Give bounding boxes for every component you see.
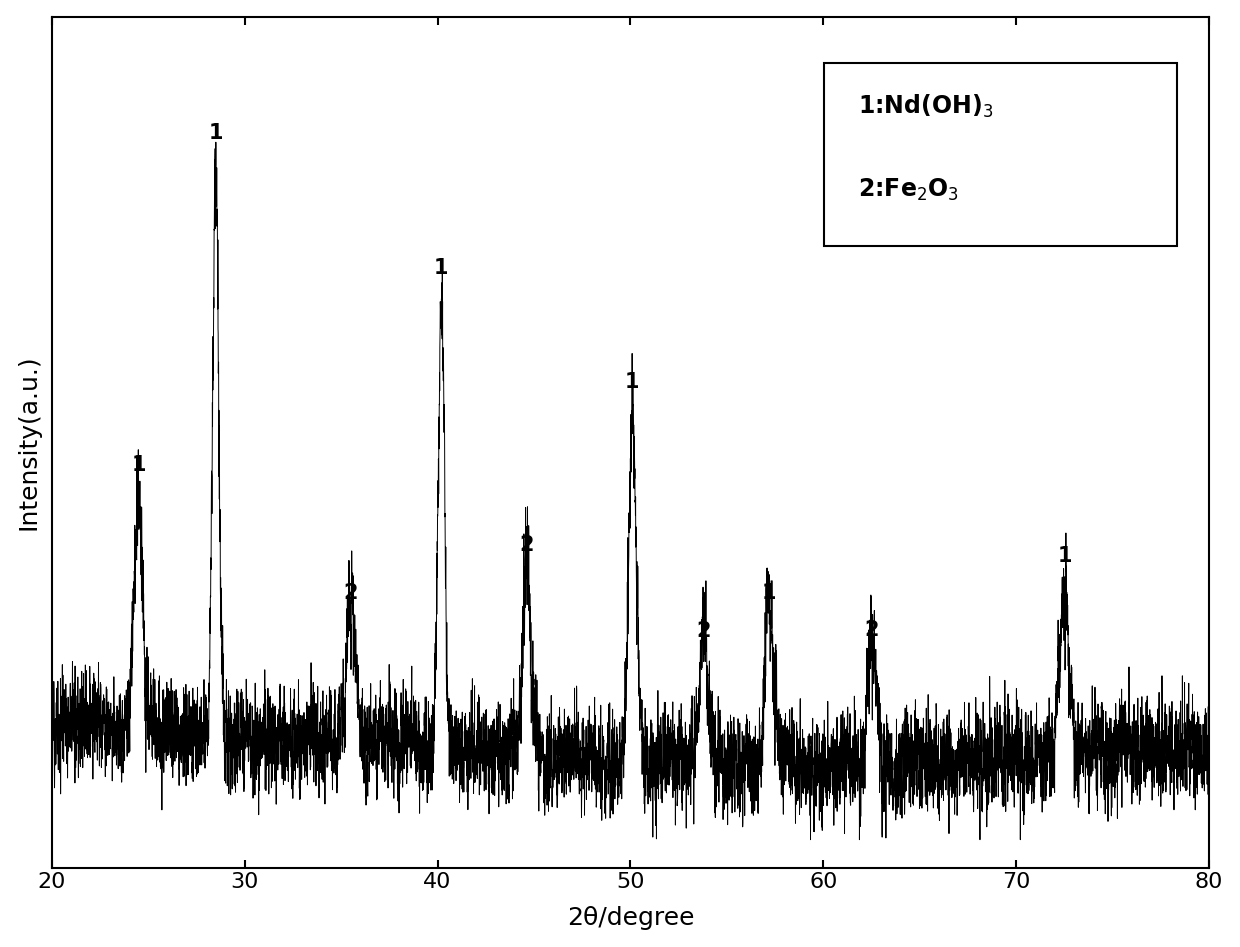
Text: 1:Nd(OH)$_3$: 1:Nd(OH)$_3$ [858,93,993,119]
Text: 2: 2 [864,619,879,640]
X-axis label: 2θ/degree: 2θ/degree [567,906,694,930]
Text: 1: 1 [208,123,223,143]
Text: 2:Fe$_2$O$_3$: 2:Fe$_2$O$_3$ [858,177,960,203]
Y-axis label: Intensity(a.u.): Intensity(a.u.) [16,354,41,530]
Text: 1: 1 [1058,545,1071,565]
Text: 2: 2 [697,620,711,641]
Text: 1: 1 [625,372,640,392]
Text: 1: 1 [131,455,146,474]
Text: 1: 1 [763,583,776,603]
Text: 2: 2 [520,535,533,555]
FancyBboxPatch shape [823,63,1177,246]
Text: 2: 2 [343,583,358,603]
Text: 1: 1 [434,258,449,277]
